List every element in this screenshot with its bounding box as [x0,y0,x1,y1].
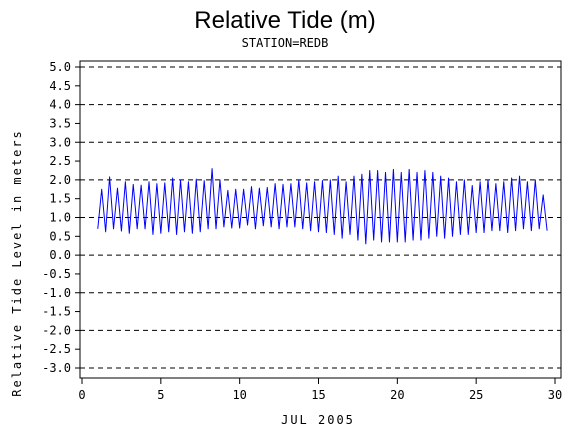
y-tick-label: -2.5 [42,342,71,356]
y-tick-label: 0.0 [49,248,71,262]
x-tick-label: 20 [390,388,404,402]
x-tick-label: 15 [311,388,325,402]
reference-grid [80,66,561,369]
y-tick-label: 4.0 [49,98,71,112]
y-tick-label: -1.0 [42,286,71,300]
y-tick-label: 4.5 [49,79,71,93]
y-tick-label: -1.5 [42,305,71,319]
y-axis-label: Relative Tide Level in meters [10,129,24,397]
y-tick-label: 1.0 [49,211,71,225]
tide-line [97,168,548,245]
y-axis: 5.0 4.5 4.0 3.5 3.0 2.5 2.0 1.5 1.0 0.5 0.0 -0.5 -1.… [42,60,80,375]
x-axis-label: JUL 2005 [281,413,355,427]
tide-series [97,168,548,245]
y-tick-label: -2.0 [42,323,71,337]
y-tick-label: 3.5 [49,116,71,130]
x-tick-label: 10 [232,388,246,402]
x-axis: 0 5 10 15 20 25 30 [78,378,562,402]
y-tick-label: 2.5 [49,154,71,168]
y-tick-label: -3.0 [42,361,71,375]
y-tick-label: -0.5 [42,267,71,281]
x-tick-label: 5 [157,388,164,402]
plot-frame [79,60,562,379]
y-tick-label: 5.0 [49,60,71,74]
y-tick-label: 2.0 [49,173,71,187]
chart-title: Relative Tide (m) [194,7,375,34]
y-tick-label: 0.5 [49,229,71,243]
x-tick-label: 25 [469,388,483,402]
chart-subtitle: STATION=REDB [242,36,329,50]
x-tick-label: 0 [78,388,85,402]
y-tick-label: 1.5 [49,192,71,206]
x-tick-label: 30 [548,388,562,402]
y-tick-label: 3.0 [49,135,71,149]
